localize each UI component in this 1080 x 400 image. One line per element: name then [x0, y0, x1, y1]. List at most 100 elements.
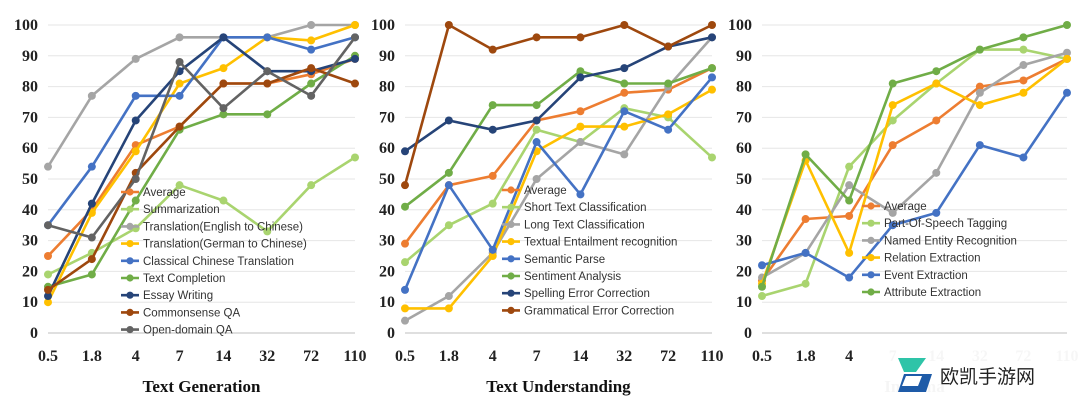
x-tick-label: 0.5	[752, 348, 772, 365]
x-tick-label: 7	[533, 348, 541, 365]
legend-swatch-marker	[126, 222, 134, 230]
data-point	[801, 248, 810, 257]
data-point	[87, 270, 96, 279]
data-point	[888, 79, 897, 88]
data-point	[44, 162, 52, 171]
data-point	[175, 91, 184, 100]
y-tick-label: 30	[736, 233, 752, 250]
data-point	[131, 116, 140, 125]
series-commonsense-qa	[44, 64, 359, 294]
data-point	[175, 79, 184, 88]
legend-swatch-marker	[126, 291, 134, 299]
series-line	[46, 23, 357, 304]
data-point	[263, 227, 272, 236]
data-point	[307, 36, 316, 45]
x-axis-title: Text Generation	[143, 377, 261, 396]
y-tick-label: 50	[22, 171, 38, 188]
series-line	[403, 35, 714, 153]
legend-swatch-marker	[126, 326, 134, 334]
legend-entry: Part-Of-Speech Tagging	[884, 218, 1007, 230]
y-tick-label: 100	[728, 17, 752, 34]
data-point	[532, 33, 541, 42]
data-point	[758, 292, 766, 301]
x-tick-label: 32	[259, 348, 275, 365]
legend-entry: Attribute Extraction	[884, 287, 981, 299]
y-tick-label: 80	[736, 79, 752, 96]
data-point	[87, 233, 96, 242]
data-point	[620, 64, 629, 73]
series-line	[403, 35, 714, 323]
data-point	[307, 64, 316, 73]
data-point	[975, 101, 984, 110]
series-semantic-parse	[401, 73, 716, 294]
legend-entry: Summarization	[143, 204, 220, 216]
data-point	[576, 67, 585, 76]
series-line	[403, 66, 714, 245]
legend-swatch-marker	[867, 202, 875, 210]
series-line	[760, 57, 1069, 286]
data-point	[620, 88, 629, 97]
legend-swatch-marker	[126, 188, 134, 196]
data-point	[175, 181, 184, 190]
data-point	[1019, 45, 1028, 54]
series-line	[403, 76, 714, 292]
data-point	[219, 64, 228, 73]
data-point	[175, 33, 184, 42]
data-point	[44, 252, 52, 260]
x-tick-label: 4	[489, 348, 497, 365]
data-point	[444, 181, 453, 190]
data-point	[131, 54, 140, 63]
x-tick-label: 1.8	[439, 348, 459, 365]
legend-entry: Commonsense QA	[143, 307, 240, 319]
x-tick-label: 110	[343, 348, 366, 365]
data-point	[44, 270, 52, 279]
data-point	[444, 116, 453, 125]
y-tick-label: 30	[379, 233, 395, 250]
data-point	[888, 101, 897, 110]
y-tick-label: 10	[22, 294, 38, 311]
data-point	[444, 221, 453, 230]
series-sentiment-analysis	[401, 64, 716, 211]
data-point	[488, 171, 497, 180]
y-tick-label: 100	[371, 17, 395, 34]
legend: Average Short Text Classification Long Tex…	[502, 185, 677, 317]
legend-entry: Translation(English to Chinese)	[143, 221, 303, 233]
legend-entry: Average	[143, 187, 186, 199]
series-line	[760, 23, 1069, 289]
data-point	[44, 285, 52, 294]
data-point	[708, 64, 716, 73]
data-point	[932, 208, 941, 217]
y-tick-label: 90	[379, 48, 395, 65]
chart-panel-3: 01020304050607080901000.51.847143272110I…	[728, 17, 1079, 396]
data-point	[664, 42, 673, 51]
legend-entry: Translation(German to Chinese)	[143, 239, 307, 251]
data-point	[708, 153, 716, 162]
data-point	[1019, 76, 1028, 85]
legend-entry: Essay Writing	[143, 290, 213, 302]
legend-entry: Text Completion	[143, 273, 225, 285]
legend-entry: Spelling Error Correction	[524, 288, 650, 300]
data-point	[708, 73, 716, 82]
data-point	[444, 292, 453, 301]
data-point	[1063, 54, 1071, 63]
x-tick-label: 72	[303, 348, 319, 365]
y-tick-label: 40	[736, 202, 752, 219]
data-point	[175, 57, 184, 66]
data-point	[131, 196, 140, 205]
data-point	[758, 261, 766, 270]
data-point	[620, 79, 629, 88]
data-point	[44, 221, 52, 230]
legend-swatch-marker	[126, 240, 134, 248]
chart-panel-2: 0 10 20 30 40 50 60 70 80 90 100 0.5 1.8 4 7 14 32 72 110 T…	[371, 17, 724, 396]
y-tick-label: 70	[379, 109, 395, 126]
y-tick-label: 70	[22, 109, 38, 126]
data-point	[932, 168, 941, 177]
logo-icon	[898, 358, 932, 392]
y-tick-label: 20	[22, 263, 38, 280]
data-point	[44, 292, 52, 301]
data-point	[1019, 153, 1028, 162]
y-tick-label: 80	[22, 79, 38, 96]
data-point	[131, 147, 140, 156]
series-line	[46, 35, 357, 227]
